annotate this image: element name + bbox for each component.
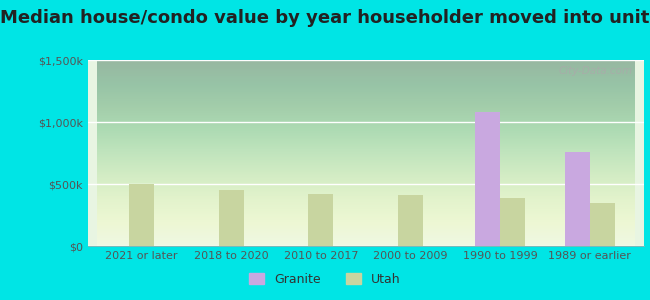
Bar <box>475 112 500 246</box>
Bar <box>590 203 615 246</box>
Bar <box>398 194 423 246</box>
Text: Median house/condo value by year householder moved into unit: Median house/condo value by year househo… <box>0 9 650 27</box>
Bar <box>308 194 333 246</box>
Bar <box>565 152 590 246</box>
Bar <box>500 198 525 246</box>
Bar <box>129 184 154 246</box>
Bar <box>218 190 244 246</box>
Text: City-Data.com: City-Data.com <box>558 66 632 76</box>
Legend: Granite, Utah: Granite, Utah <box>244 268 406 291</box>
